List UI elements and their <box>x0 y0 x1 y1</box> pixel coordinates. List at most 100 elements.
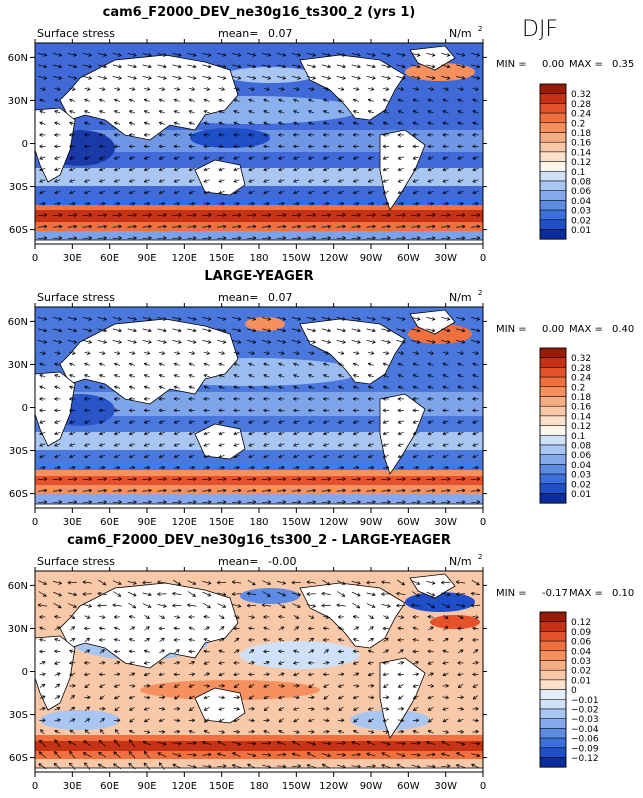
stress-vector-head <box>293 672 297 677</box>
stress-vector-head <box>369 626 374 630</box>
stress-vector-head <box>207 76 212 80</box>
stress-vector-head <box>58 236 63 240</box>
stress-vector <box>291 64 301 68</box>
stress-vector <box>442 454 449 458</box>
stress-vector-head <box>261 603 266 608</box>
stress-vector-head <box>402 236 406 240</box>
stress-vector <box>54 730 61 734</box>
stress-vector-head <box>297 340 301 344</box>
stress-vector <box>351 340 361 343</box>
stress-vector <box>69 695 75 700</box>
stress-vector-head <box>39 739 43 744</box>
stress-vector <box>157 604 167 607</box>
stress-vector-head <box>58 592 62 597</box>
stress-vector <box>353 638 360 642</box>
stress-vector-head <box>446 488 451 493</box>
stress-vector <box>115 729 120 735</box>
stress-vector-head <box>203 179 208 183</box>
x-tick-label: 60E <box>100 781 119 792</box>
stress-vector <box>188 374 195 378</box>
stress-vector-head <box>222 76 227 80</box>
stress-vector-head <box>476 53 481 57</box>
stress-vector-head <box>352 179 357 183</box>
stress-vector-head <box>158 374 163 378</box>
stress-vector-head <box>133 236 137 240</box>
stress-vector-head <box>39 615 43 619</box>
stress-vector <box>69 661 76 664</box>
stress-vector-head <box>416 581 421 585</box>
stress-vector <box>471 64 480 68</box>
stress-vector-head <box>321 763 326 768</box>
stress-vector <box>353 650 360 653</box>
stress-vector <box>263 627 270 630</box>
stress-vector <box>263 156 270 160</box>
stress-vector <box>114 639 121 641</box>
stress-vector <box>114 454 121 458</box>
stress-vector-head <box>114 110 118 114</box>
stress-vector <box>69 638 76 642</box>
stress-vector-head <box>177 328 182 333</box>
stress-vector <box>382 190 389 194</box>
stress-vector <box>187 580 197 585</box>
stress-vector <box>397 454 404 458</box>
stress-vector-head <box>54 454 58 459</box>
stress-vector-head <box>143 672 148 677</box>
stress-vector <box>202 478 212 481</box>
stress-vector-head <box>397 420 402 424</box>
stress-vector <box>98 751 107 758</box>
stress-vector <box>308 708 315 710</box>
stress-vector-head <box>128 190 133 195</box>
stress-vector <box>37 478 47 481</box>
stress-vector <box>233 110 240 114</box>
stress-vector <box>278 363 285 366</box>
stress-vector-head <box>412 190 417 195</box>
stress-vector-head <box>133 64 137 69</box>
stress-vector-head <box>472 454 477 459</box>
stress-vector <box>99 168 106 171</box>
stress-vector-head <box>278 167 282 172</box>
stress-vector-head <box>233 374 238 378</box>
stress-vector-head <box>161 201 166 206</box>
stress-vector-head <box>176 706 181 711</box>
stress-vector <box>233 156 240 160</box>
stress-vector-head <box>278 454 282 459</box>
stress-vector <box>39 695 46 699</box>
stress-vector <box>338 443 345 447</box>
stress-vector-head <box>176 351 181 355</box>
stress-vector-head <box>218 144 222 149</box>
stress-vector-head <box>312 53 316 57</box>
stress-vector-head <box>220 615 225 619</box>
stress-vector-head <box>246 603 251 608</box>
stress-vector-head <box>39 431 44 436</box>
stress-vector <box>426 741 436 745</box>
stress-vector-head <box>236 201 240 206</box>
stress-vector <box>472 374 479 378</box>
stress-vector <box>396 64 406 68</box>
y-tick-label: 0 <box>22 403 28 414</box>
stress-vector <box>308 87 315 91</box>
stress-vector-head <box>326 581 331 586</box>
stress-vector <box>219 626 225 631</box>
stress-vector <box>308 374 315 378</box>
stress-vector <box>351 317 361 320</box>
stress-vector-head <box>266 672 270 677</box>
stress-vector-head <box>88 76 92 80</box>
stress-vector-head <box>173 374 178 378</box>
stress-vector <box>457 454 464 458</box>
stress-vector <box>308 156 315 160</box>
stress-vector-head <box>352 110 357 114</box>
stress-vector <box>203 110 210 114</box>
stress-vector-head <box>84 420 88 424</box>
stress-vector <box>99 363 106 366</box>
stress-vector-head <box>445 730 449 734</box>
stress-vector-head <box>192 741 197 746</box>
stress-vector-head <box>357 64 361 69</box>
panel-1-subtropical-band <box>35 168 483 186</box>
stress-vector <box>218 650 225 653</box>
stress-vector <box>172 53 182 56</box>
stress-vector <box>144 363 150 366</box>
stress-vector <box>306 340 316 343</box>
stress-vector-head <box>203 132 207 137</box>
stress-vector <box>84 179 91 183</box>
stress-vector-head <box>371 592 376 597</box>
